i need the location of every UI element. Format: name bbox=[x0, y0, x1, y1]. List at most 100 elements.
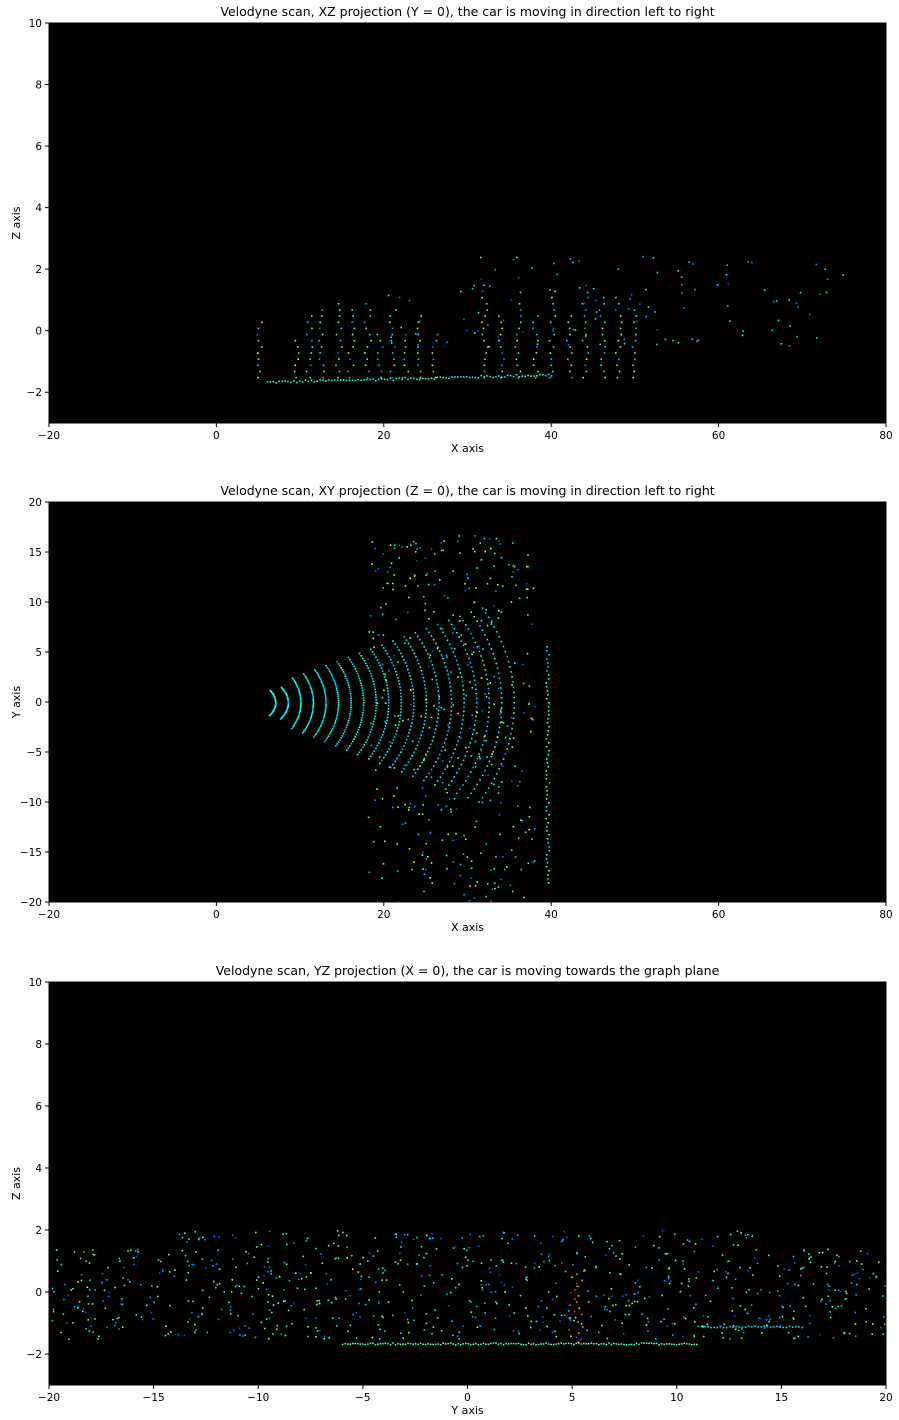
scan-point bbox=[756, 1262, 759, 1265]
scan-point bbox=[574, 1316, 577, 1319]
scan-point bbox=[747, 261, 749, 263]
scan-point bbox=[326, 737, 329, 739]
scan-point bbox=[560, 1342, 562, 1344]
scan-point bbox=[583, 1342, 585, 1345]
scan-point bbox=[547, 1255, 550, 1258]
scan-point bbox=[740, 1232, 742, 1234]
scan-point bbox=[688, 261, 690, 263]
scan-point bbox=[460, 1344, 462, 1346]
scan-point bbox=[759, 1317, 761, 1320]
scan-point bbox=[778, 1275, 781, 1277]
scan-point bbox=[181, 1236, 184, 1239]
scan-point bbox=[834, 1307, 837, 1309]
scan-point bbox=[450, 710, 453, 712]
scan-point bbox=[337, 303, 340, 305]
y-tick-label: 8 bbox=[35, 1039, 42, 1051]
scan-point bbox=[588, 1343, 590, 1345]
scan-point bbox=[404, 1343, 407, 1346]
point-cloud bbox=[268, 535, 551, 903]
x-tick-label: 80 bbox=[879, 430, 892, 442]
scan-point bbox=[660, 1320, 662, 1323]
scan-point bbox=[751, 261, 753, 264]
scan-point bbox=[159, 1260, 162, 1263]
scan-point bbox=[287, 699, 289, 702]
plot-area bbox=[49, 23, 886, 423]
scan-point bbox=[725, 273, 728, 276]
scan-point bbox=[389, 566, 391, 569]
scan-point bbox=[438, 753, 441, 756]
scan-point bbox=[628, 1313, 630, 1316]
scan-point bbox=[429, 1265, 431, 1267]
scan-point bbox=[322, 684, 324, 686]
scan-point bbox=[537, 1305, 540, 1308]
scan-point bbox=[645, 315, 647, 318]
scan-point bbox=[283, 714, 285, 716]
scan-point bbox=[322, 685, 325, 688]
scan-point bbox=[87, 1319, 89, 1321]
scan-point bbox=[633, 1344, 635, 1346]
scan-point bbox=[803, 1250, 805, 1253]
scan-point bbox=[553, 1314, 556, 1316]
scan-point bbox=[480, 1280, 483, 1282]
scan-point bbox=[364, 352, 366, 354]
scan-point bbox=[405, 639, 408, 641]
scan-point bbox=[826, 1283, 829, 1286]
scan-point bbox=[118, 1316, 120, 1319]
scan-point bbox=[282, 688, 285, 691]
scan-point bbox=[408, 732, 410, 734]
scan-point bbox=[411, 1307, 414, 1309]
scan-point bbox=[512, 686, 515, 689]
scan-point bbox=[627, 1299, 630, 1301]
scan-point bbox=[477, 312, 480, 314]
scan-point bbox=[422, 727, 425, 729]
scan-point bbox=[440, 542, 442, 544]
scan-point bbox=[245, 1250, 247, 1253]
scan-point bbox=[287, 1309, 290, 1312]
scan-point bbox=[103, 1289, 106, 1292]
scan-point bbox=[607, 1297, 610, 1300]
scan-point bbox=[336, 743, 338, 745]
scan-point bbox=[393, 667, 396, 670]
scan-point bbox=[413, 702, 415, 704]
scan-point bbox=[425, 694, 427, 697]
scan-point bbox=[341, 346, 343, 348]
scan-point bbox=[379, 1328, 381, 1331]
scan-point bbox=[501, 327, 504, 330]
scan-point bbox=[311, 711, 314, 713]
scan-point bbox=[195, 1251, 197, 1253]
scan-point bbox=[471, 288, 474, 290]
scan-point bbox=[428, 819, 430, 821]
scan-point bbox=[654, 311, 656, 313]
scan-point bbox=[511, 746, 514, 748]
scan-point bbox=[687, 1285, 690, 1287]
scan-point bbox=[299, 693, 301, 696]
scan-point bbox=[320, 680, 323, 683]
scan-point bbox=[577, 1321, 579, 1323]
scan-point bbox=[206, 1331, 209, 1334]
scan-point bbox=[295, 381, 298, 384]
scan-point bbox=[399, 1343, 402, 1346]
scan-point bbox=[556, 273, 558, 276]
scan-point bbox=[421, 673, 424, 675]
scan-point bbox=[567, 358, 569, 360]
scan-point bbox=[691, 1344, 693, 1346]
scan-point bbox=[417, 333, 419, 336]
scan-point bbox=[459, 874, 462, 877]
scan-point bbox=[530, 730, 532, 733]
scan-point bbox=[793, 1310, 795, 1312]
scan-point bbox=[370, 744, 373, 747]
scan-point bbox=[357, 728, 360, 731]
scan-point bbox=[383, 728, 386, 730]
scan-point bbox=[799, 1274, 802, 1277]
scan-point bbox=[201, 1313, 203, 1316]
scan-point bbox=[381, 1279, 383, 1281]
scan-point bbox=[359, 724, 361, 726]
scan-point bbox=[487, 346, 489, 348]
scan-point bbox=[162, 1270, 164, 1272]
scan-point bbox=[376, 1250, 379, 1252]
scan-point bbox=[581, 1313, 583, 1316]
scan-point bbox=[419, 1342, 422, 1345]
scan-point bbox=[297, 687, 299, 689]
scan-point bbox=[86, 1286, 89, 1288]
scan-point bbox=[411, 740, 414, 743]
